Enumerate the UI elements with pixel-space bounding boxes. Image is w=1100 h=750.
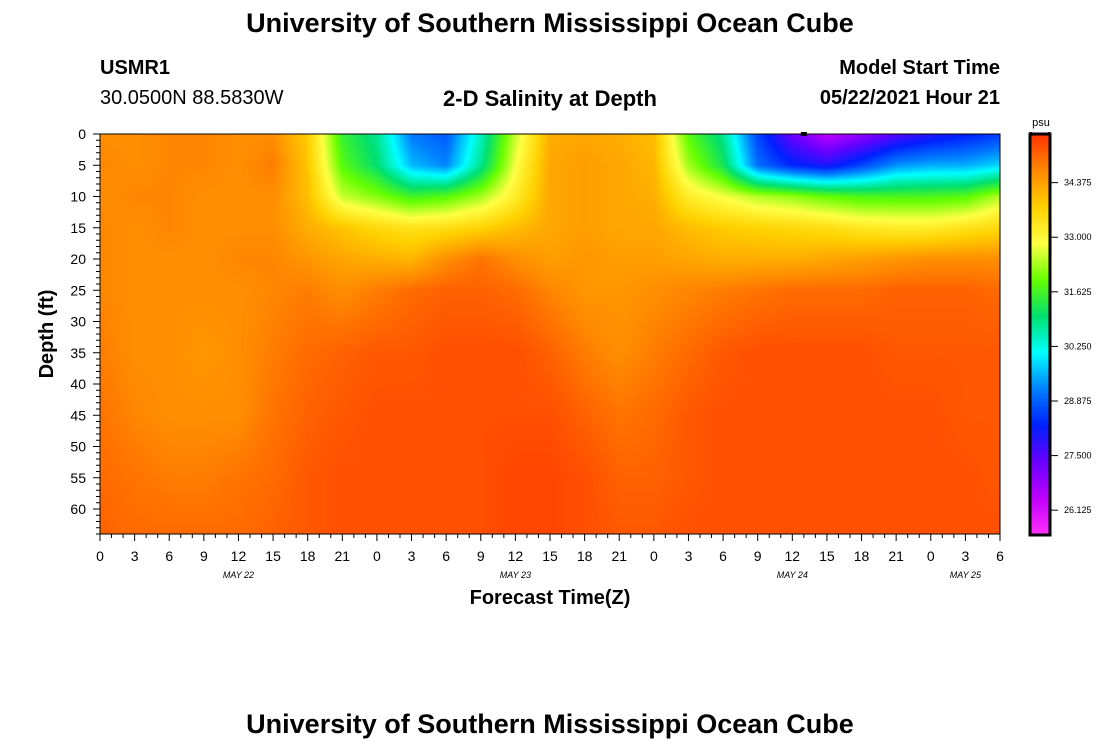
colorbar-tick-label: 31.625: [1064, 287, 1092, 297]
x-tick-label: 21: [888, 548, 904, 564]
x-tick-label: 12: [785, 548, 801, 564]
model-start-label: Model Start Time: [839, 57, 1000, 79]
x-tick-label: 15: [265, 548, 281, 564]
y-axis-label: Depth (ft): [36, 290, 58, 379]
x-tick-label: 0: [373, 548, 381, 564]
colorbar-ticks: 34.375 33.000 31.625 30.250 28.875 27.500 26.1…: [1029, 132, 1092, 515]
x-tick-label: 6: [996, 548, 1004, 564]
y-tick-label: 20: [70, 251, 86, 267]
x-tick-label: 0: [650, 548, 658, 564]
station-id: USMR1: [100, 57, 171, 79]
x-tick-label: 6: [165, 548, 173, 564]
colorbar-endpoint: [1029, 132, 1033, 136]
x-axis: 0 3 6 9 12 15 18 21 0 3 6 9 12 15 18 21 0 3 6 9 12 15 18 21 0 3 6: [96, 534, 1004, 564]
colorbar-tick-label: 34.375: [1064, 178, 1092, 188]
x-tick-label: 18: [577, 548, 593, 564]
colorbar-endpoint: [1047, 132, 1051, 136]
x-tick-label: 3: [961, 548, 969, 564]
x-tick-label: 3: [685, 548, 693, 564]
x-tick-label: 15: [819, 548, 835, 564]
colorbar-tick-label: 28.875: [1064, 396, 1092, 406]
x-tick-label: 21: [335, 548, 351, 564]
x-tick-label: 3: [131, 548, 139, 564]
y-tick-label: 55: [70, 470, 86, 486]
x-tick-label: 6: [719, 548, 727, 564]
plot-title: 2-D Salinity at Depth: [443, 86, 657, 111]
x-tick-label: 0: [96, 548, 104, 564]
y-axis: 0 5 10 15 20 25 30 35 40 45 50 55 60: [70, 126, 100, 535]
date-label: MAY 23: [500, 570, 531, 580]
y-tick-label: 50: [70, 439, 86, 455]
y-tick-label: 15: [70, 220, 86, 236]
x-tick-label: 6: [442, 548, 450, 564]
x-tick-label: 15: [542, 548, 558, 564]
x-tick-label: 18: [854, 548, 870, 564]
colorbar: [1028, 132, 1052, 537]
x-tick-label: 12: [231, 548, 247, 564]
date-label: MAY 24: [777, 570, 808, 580]
y-tick-label: 0: [78, 126, 86, 142]
y-tick-label: 40: [70, 376, 86, 392]
x-tick-label: 12: [508, 548, 524, 564]
footer-title: University of Southern Mississippi Ocean…: [246, 709, 854, 739]
y-tick-label: 45: [70, 407, 86, 423]
date-label: MAY 22: [223, 570, 254, 580]
model-start-value: 05/22/2021 Hour 21: [819, 87, 1000, 109]
colorbar-tick-label: 26.125: [1064, 505, 1092, 515]
date-label: MAY 25: [950, 570, 982, 580]
x-tick-label: 9: [477, 548, 485, 564]
colorbar-unit: psu: [1032, 117, 1050, 129]
page-title: University of Southern Mississippi Ocean…: [246, 8, 854, 38]
y-tick-label: 10: [70, 189, 86, 205]
y-tick-label: 35: [70, 345, 86, 361]
station-coordinates: 30.0500N 88.5830W: [100, 87, 284, 109]
x-tick-label: 3: [408, 548, 416, 564]
surface-marker: [800, 132, 807, 136]
date-labels: MAY 22 MAY 23 MAY 24 MAY 25: [223, 570, 982, 580]
x-tick-label: 9: [200, 548, 208, 564]
y-tick-label: 25: [70, 282, 86, 298]
y-tick-label: 60: [70, 501, 86, 517]
x-tick-label: 21: [611, 548, 627, 564]
y-tick-label: 30: [70, 314, 86, 330]
x-tick-label: 18: [300, 548, 316, 564]
colorbar-tick-label: 30.250: [1064, 341, 1092, 351]
salinity-heatmap: [100, 134, 1000, 534]
x-tick-label: 0: [927, 548, 935, 564]
x-tick-label: 9: [754, 548, 762, 564]
colorbar-tick-label: 33.000: [1064, 232, 1092, 242]
y-tick-label: 5: [78, 157, 86, 173]
x-axis-label: Forecast Time(Z): [470, 587, 631, 609]
colorbar-tick-label: 27.500: [1064, 451, 1092, 461]
